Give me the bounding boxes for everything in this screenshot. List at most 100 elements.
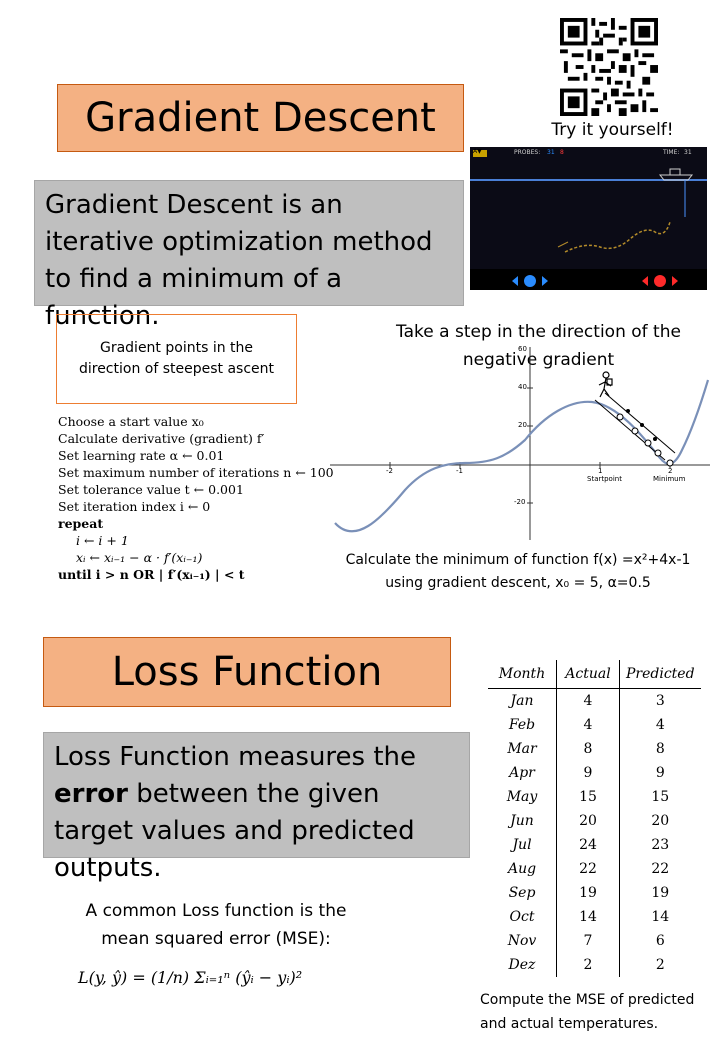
table-row: Jul 24 23 <box>488 833 701 857</box>
table-cell-month: Mar <box>507 741 537 757</box>
table-cell-actual: 9 <box>556 761 620 785</box>
plot-startpoint-label: Startpoint <box>587 475 622 483</box>
table-caption: Compute the MSE of predicted and actual … <box>480 988 720 1036</box>
table-cell-actual: 20 <box>556 809 620 833</box>
algo-line: Set maximum number of iterations n ← 100 <box>58 465 334 480</box>
table-cell-actual: 24 <box>556 833 620 857</box>
table-cell-month: Jul <box>512 837 532 853</box>
table-cell-month: Dez <box>508 957 536 973</box>
table-cell-month: Sep <box>508 885 536 901</box>
gradient-note-text: Gradient points in the direction of stee… <box>78 340 275 377</box>
plot-x-tick-neg1: -1 <box>456 467 463 475</box>
game-scene-graphic <box>470 147 707 290</box>
plot-minimum-label: Minimum <box>653 475 686 483</box>
function-plot: 60 40 20 -20 -2 -1 1 2 Startpoint Minimu… <box>330 345 710 540</box>
table-row: Aug 22 22 <box>488 857 701 881</box>
table-cell-month: Nov <box>507 933 537 949</box>
plot-y-tick-60: 60 <box>518 345 527 353</box>
mse-intro-line-1: A common Loss function is the <box>85 901 347 921</box>
table-cell-month: May <box>506 789 538 805</box>
table-row: Dez 2 2 <box>488 953 701 977</box>
table-cell-predicted: 23 <box>618 833 701 857</box>
loss-function-title-text: Loss Function <box>111 649 383 695</box>
game-probes-value: 31 <box>547 149 555 156</box>
game-probes-label: PROBES: <box>514 149 541 156</box>
loss-definition-post: between the given target values and pred… <box>54 779 415 883</box>
algo-line: Choose a start value x₀ <box>58 414 204 429</box>
algorithm-block: Choose a start value x₀ Calculate deriva… <box>58 413 334 583</box>
loss-definition-box: Loss Function measures the error between… <box>43 732 470 883</box>
table-cell-actual: 4 <box>556 713 620 737</box>
table-cell-month: Feb <box>508 717 536 733</box>
table-cell-month: Apr <box>509 765 535 781</box>
gradient-note-box: Gradient points in the direction of stee… <box>56 314 297 404</box>
loss-definition-bold: error <box>54 779 128 809</box>
table-row: Oct 14 14 <box>488 905 701 929</box>
mse-formula: L(y, ŷ) = (1/n) Σᵢ₌₁ⁿ (ŷᵢ − yᵢ)² <box>78 968 303 987</box>
algo-line: i ← i + 1 <box>76 533 129 548</box>
table-caption-line-1: Compute the MSE of predicted <box>480 992 695 1008</box>
qr-caption: Try it yourself! <box>551 120 674 140</box>
plot-y-tick-neg20: -20 <box>514 498 526 506</box>
table-header-actual: Actual <box>556 660 620 689</box>
algo-line: Set iteration index i ← 0 <box>58 499 211 514</box>
table-cell-month: Oct <box>509 909 535 925</box>
algo-line: repeat <box>58 516 104 531</box>
table-cell-actual: 4 <box>556 688 620 713</box>
table-cell-month: Jun <box>510 813 534 829</box>
table-cell-actual: 2 <box>556 953 620 977</box>
algo-line: until i > n OR | f′(xᵢ₋₁) | < t <box>58 567 245 582</box>
table-cell-predicted: 15 <box>618 785 701 809</box>
table-cell-predicted: 8 <box>618 737 701 761</box>
game-probes-extra: 8 <box>560 149 564 156</box>
table-cell-month: Jan <box>510 693 534 709</box>
table-cell-month: Aug <box>507 861 537 877</box>
table-cell-actual: 7 <box>556 929 620 953</box>
table-cell-predicted: 3 <box>618 688 701 713</box>
mse-intro-line-2: mean squared error (MSE): <box>101 929 331 949</box>
plot-y-tick-40: 40 <box>518 383 527 391</box>
loss-definition-pre: Loss Function measures the <box>54 742 417 772</box>
table-header-predicted: Predicted <box>618 660 701 689</box>
plot-x-tick-1: 1 <box>598 467 603 475</box>
exercise-text: Calculate the minimum of function f(x) =… <box>322 549 714 595</box>
table-row: Feb 4 4 <box>488 713 701 737</box>
table-cell-actual: 22 <box>556 857 620 881</box>
exercise-line-2: using gradient descent, x₀ = 5, α=0.5 <box>385 575 651 591</box>
plot-y-tick-20: 20 <box>518 421 527 429</box>
temperature-table: Month Actual Predicted Jan 4 3 Feb 4 4 Mar 8 8 Ap… <box>488 660 701 977</box>
table-cell-actual: 14 <box>556 905 620 929</box>
algo-line: Set learning rate α ← 0.01 <box>58 448 225 463</box>
table-cell-actual: 19 <box>556 881 620 905</box>
table-row: May 15 15 <box>488 785 701 809</box>
table-cell-actual: 15 <box>556 785 620 809</box>
exercise-line-1: Calculate the minimum of function f(x) =… <box>345 552 691 568</box>
table-cell-predicted: 2 <box>618 953 701 977</box>
algo-line: xᵢ ← xᵢ₋₁ − α · f′(xᵢ₋₁) <box>76 550 203 565</box>
table-header-row: Month Actual Predicted <box>488 660 701 689</box>
game-time-label: TIME: <box>663 149 680 156</box>
temperature-table-grid: Month Actual Predicted Jan 4 3 Feb 4 4 Mar 8 8 Ap… <box>488 660 701 977</box>
table-row: Nov 7 6 <box>488 929 701 953</box>
table-cell-actual: 8 <box>556 737 620 761</box>
game-time-value: 31 <box>684 149 692 156</box>
table-row: Apr 9 9 <box>488 761 701 785</box>
table-row: Mar 8 8 <box>488 737 701 761</box>
function-plot-graphic <box>330 347 710 540</box>
qr-code[interactable] <box>560 18 658 116</box>
table-caption-line-2: and actual temperatures. <box>480 1016 659 1032</box>
gradient-descent-title: Gradient Descent <box>57 84 464 152</box>
table-cell-predicted: 4 <box>618 713 701 737</box>
step-caption: Take a step in the direction of the nega… <box>396 322 681 370</box>
table-cell-predicted: 9 <box>618 761 701 785</box>
table-row: Jan 4 3 <box>488 688 701 713</box>
qr-code-icon <box>560 18 658 116</box>
game-preview[interactable]: A▼ PROBES: 31 8 TIME: 31 <box>470 147 707 290</box>
algo-line: Set tolerance value t ← 0.001 <box>58 482 244 497</box>
table-cell-predicted: 6 <box>618 929 701 953</box>
mse-intro: A common Loss function is the mean squar… <box>56 897 376 953</box>
table-cell-predicted: 20 <box>618 809 701 833</box>
game-badge: A▼ <box>473 148 482 155</box>
gradient-descent-title-text: Gradient Descent <box>85 95 436 141</box>
gradient-definition-box: Gradient Descent is an iterative optimiz… <box>34 180 464 331</box>
